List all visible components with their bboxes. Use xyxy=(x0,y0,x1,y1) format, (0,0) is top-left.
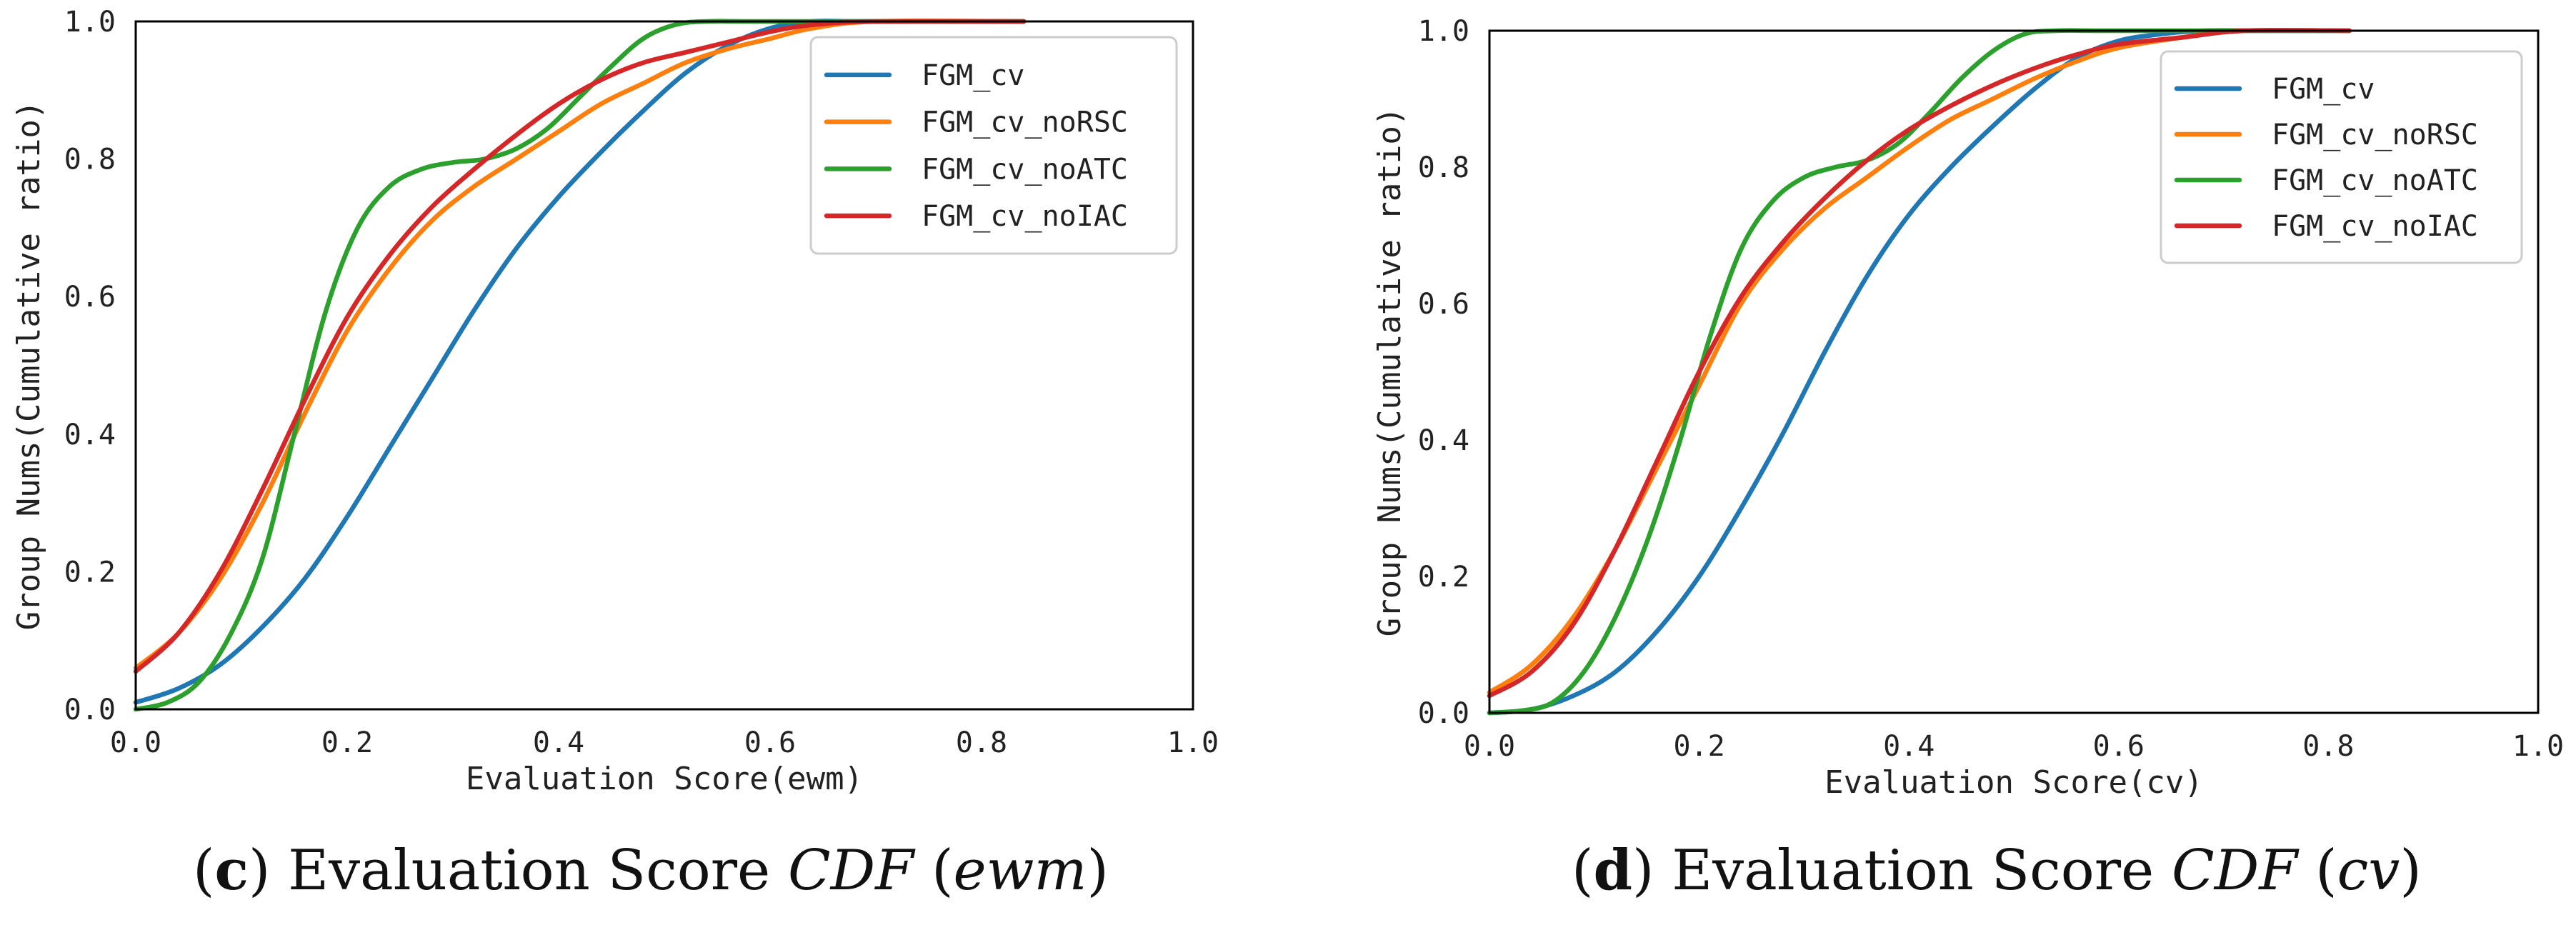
y-tick-label: 0.8 xyxy=(1418,151,1469,184)
x-tick-label: 0.8 xyxy=(956,726,1007,759)
x-tick-label: 0.4 xyxy=(1883,730,1935,763)
caption-part: ) xyxy=(2400,839,2421,903)
x-axis-label: Evaluation Score(ewm) xyxy=(466,761,863,797)
y-axis-label: Group Nums(Cumulative ratio) xyxy=(11,101,47,631)
legend-label-FGM_cv_noRSC: FGM_cv_noRSC xyxy=(2272,119,2478,151)
y-tick-label: 0.6 xyxy=(1418,288,1469,321)
caption-part: CDF xyxy=(2172,839,2300,903)
legend-label-FGM_cv_noATC: FGM_cv_noATC xyxy=(922,153,1128,186)
y-tick-label: 0.4 xyxy=(1418,424,1469,457)
y-tick-label: 0.2 xyxy=(64,556,116,589)
legend-label-FGM_cv_noATC: FGM_cv_noATC xyxy=(2272,164,2478,197)
x-tick-label: 0.0 xyxy=(110,726,161,759)
series-line-FGM_cv_noATC xyxy=(1487,28,2352,716)
x-tick-label: 0.4 xyxy=(533,726,584,759)
x-axis-label: Evaluation Score(cv) xyxy=(1824,764,2203,801)
caption-part: ( xyxy=(1572,839,1593,903)
plot-frame xyxy=(134,20,1194,711)
y-tick-label: 0.0 xyxy=(64,694,116,726)
y-tick-label: 0.2 xyxy=(1418,561,1469,594)
x-tick-label: 0.6 xyxy=(2093,730,2145,763)
legend-label-FGM_cv_noIAC: FGM_cv_noIAC xyxy=(922,200,1128,233)
legend: FGM_cv FGM_cv_noRSC FGM_cv_noATC FGM_cv_noI… xyxy=(2160,50,2523,264)
caption: (c) Evaluation Score CDF (ewm) xyxy=(193,838,1109,903)
caption-part: d xyxy=(1593,838,1632,903)
x-tick-label: 0.8 xyxy=(2302,730,2354,763)
y-tick-label: 0.0 xyxy=(1418,697,1469,730)
legend-label-FGM_cv_noRSC: FGM_cv_noRSC xyxy=(922,106,1128,139)
x-tick-label: 0.0 xyxy=(1464,730,1515,763)
y-axis-label: Group Nums(Cumulative ratio) xyxy=(1372,107,1408,637)
legend-label-FGM_cv: FGM_cv xyxy=(922,59,1025,92)
legend-label-FGM_cv: FGM_cv xyxy=(2272,73,2375,106)
series-line-FGM_cv xyxy=(1487,28,2352,716)
plot-frame xyxy=(1488,29,2540,714)
caption-part: ( xyxy=(2297,839,2337,903)
caption-part: ewm xyxy=(954,839,1087,903)
caption-part: Evaluation Score xyxy=(1672,839,2172,903)
y-tick-label: 0.6 xyxy=(64,281,116,314)
y-tick-label: 0.8 xyxy=(64,144,116,176)
caption-part: ) xyxy=(1632,839,1672,903)
series-line-FGM_cv_noIAC xyxy=(1487,28,2352,699)
caption-part: ( xyxy=(914,839,953,903)
caption-part: cv xyxy=(2337,839,2400,903)
legend: FGM_cv FGM_cv_noRSC FGM_cv_noATC FGM_cv_noI… xyxy=(809,36,1178,255)
x-tick-label: 1.0 xyxy=(2512,730,2564,763)
caption-part: ) xyxy=(249,839,288,903)
series-line-FGM_cv_noRSC xyxy=(133,19,1027,671)
legend-label-FGM_cv_noIAC: FGM_cv_noIAC xyxy=(2272,210,2478,243)
legend-box xyxy=(2160,50,2523,264)
y-tick-label: 1.0 xyxy=(1418,15,1469,48)
caption-part: ( xyxy=(193,839,214,903)
x-tick-label: 0.2 xyxy=(1673,730,1724,763)
x-tick-label: 0.6 xyxy=(744,726,796,759)
chart-0: 0.0 0.2 0.4 0.6 0.8 1.0 0.0 0.2 0.4 0.6 0.8 1.0 Eval… xyxy=(11,6,1219,903)
x-tick-label: 1.0 xyxy=(1167,726,1219,759)
series-line-FGM_cv_noIAC xyxy=(133,19,1027,674)
x-tick-label: 0.2 xyxy=(321,726,373,759)
y-tick-label: 0.4 xyxy=(64,419,116,451)
chart-1: 0.0 0.2 0.4 0.6 0.8 1.0 0.0 0.2 0.4 0.6 0.8 1.0 Eval… xyxy=(1372,15,2564,903)
caption-part: Evaluation Score xyxy=(288,839,788,903)
legend-box xyxy=(809,36,1178,255)
caption-part: CDF xyxy=(788,839,916,903)
y-tick-label: 1.0 xyxy=(64,6,116,39)
caption-part: ) xyxy=(1087,839,1108,903)
series-group xyxy=(1487,28,2352,716)
caption-part: c xyxy=(214,838,249,903)
caption: (d) Evaluation Score CDF (cv) xyxy=(1572,838,2422,903)
